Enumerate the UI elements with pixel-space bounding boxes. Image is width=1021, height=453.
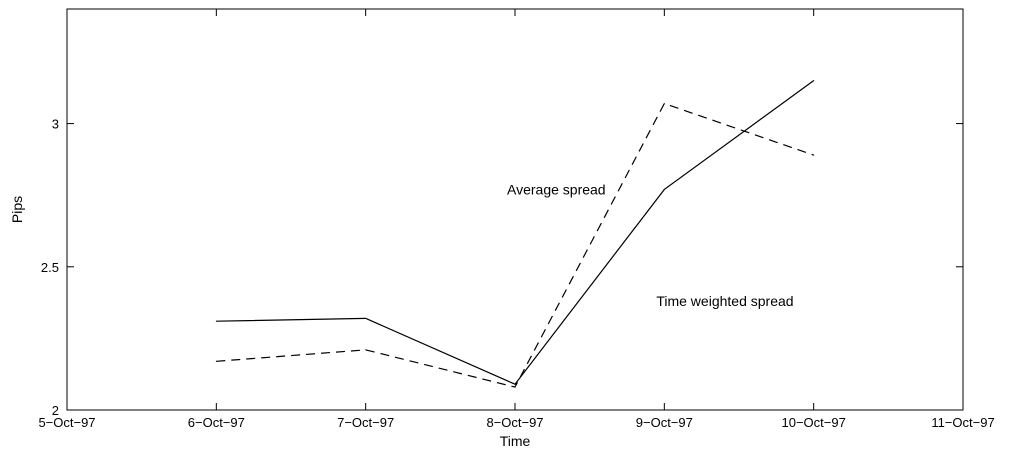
y-tick-label: 3 bbox=[52, 117, 59, 132]
x-tick-label: 6−Oct−97 bbox=[188, 415, 245, 430]
x-tick-label: 7−Oct−97 bbox=[337, 415, 394, 430]
series-point bbox=[514, 386, 516, 388]
x-axis-ticks: 5−Oct−97 6−Oct−97 7−Oct−97 8−Oct−97 9−Oct−97… bbox=[38, 9, 995, 430]
y-tick-label: 2 bbox=[52, 403, 59, 418]
x-tick-label: 8−Oct−97 bbox=[486, 415, 543, 430]
series-point bbox=[365, 349, 367, 351]
plot-area bbox=[66, 8, 964, 411]
y-tick-label: 2.5 bbox=[41, 260, 59, 275]
x-axis-label: Time bbox=[500, 433, 531, 449]
series-point bbox=[663, 188, 665, 190]
annotation-layer: Average spread Time weighted spread bbox=[507, 181, 794, 309]
x-tick-label: 5−Oct−97 bbox=[38, 415, 95, 430]
y-axis-ticks: 22.53 bbox=[41, 117, 963, 418]
chart-annotation: Time weighted spread bbox=[656, 293, 793, 309]
series-point bbox=[663, 103, 665, 105]
chart-annotation: Average spread bbox=[507, 181, 606, 197]
y-axis-label: Pips bbox=[9, 196, 25, 223]
series-line-solid bbox=[216, 80, 815, 385]
x-tick-label: 10−Oct−97 bbox=[782, 415, 846, 430]
x-tick-label: 9−Oct−97 bbox=[636, 415, 693, 430]
series-point bbox=[813, 80, 815, 82]
series-point bbox=[365, 317, 367, 319]
series-point bbox=[813, 154, 815, 156]
series-layer bbox=[215, 80, 815, 388]
x-tick-label: 11−Oct−97 bbox=[931, 415, 994, 430]
series-point bbox=[215, 360, 217, 362]
series-point bbox=[215, 320, 217, 322]
series-point bbox=[514, 383, 516, 385]
